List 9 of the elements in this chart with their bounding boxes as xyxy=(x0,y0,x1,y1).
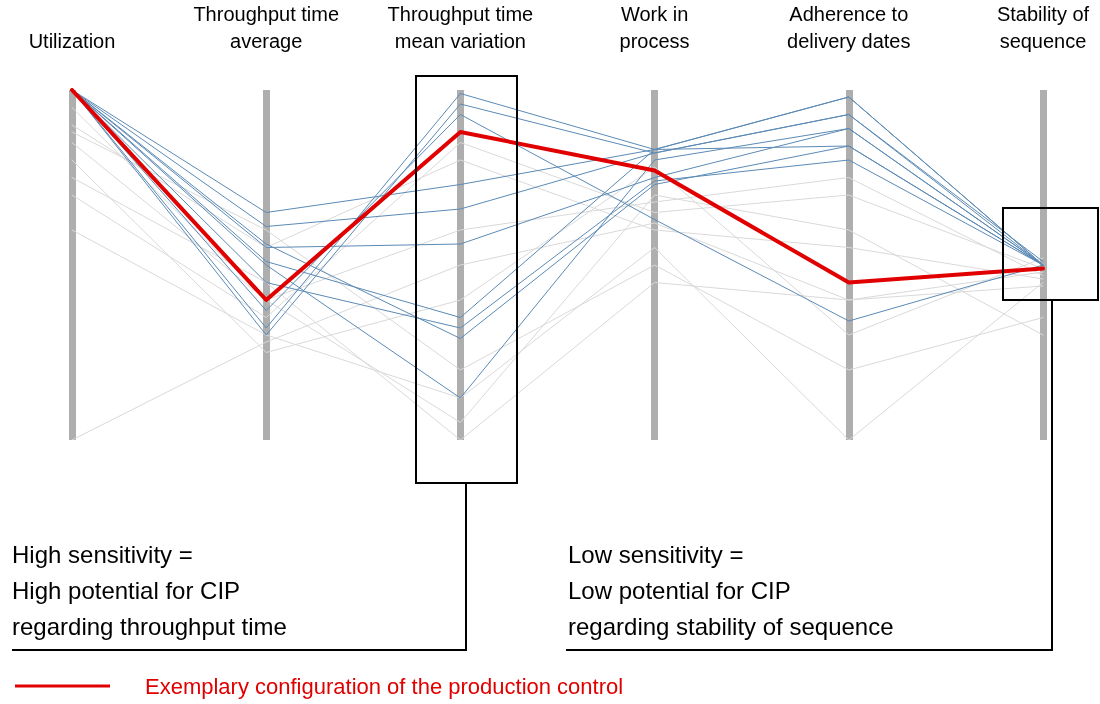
x-tick-label: Utilization xyxy=(28,29,116,52)
x-tick-label: Stability of sequence xyxy=(996,2,1090,52)
x-tick-label: Adherence to delivery dates xyxy=(787,2,911,52)
x-tick-label: Work in process xyxy=(619,2,690,52)
x-tick-label: Throughput time mean variation xyxy=(387,2,534,52)
legend-label: Exemplary configuration of the production control xyxy=(145,673,624,699)
x-tick-label: Throughput time average xyxy=(193,2,340,52)
text: Low sensitivity = Low potential for CIP regarding stability of sequence xyxy=(568,540,894,642)
text: High sensitivity = High potential for CIP regarding throughput time xyxy=(12,540,287,642)
